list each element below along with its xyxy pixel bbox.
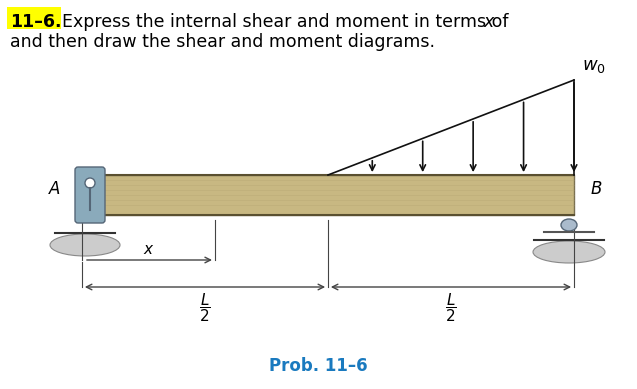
Text: Prob. 11–6: Prob. 11–6 [269, 357, 368, 375]
Text: and then draw the shear and moment diagrams.: and then draw the shear and moment diagr… [10, 33, 435, 51]
Text: $x$: $x$ [143, 242, 154, 257]
Ellipse shape [50, 234, 120, 256]
Text: x: x [483, 13, 493, 31]
FancyBboxPatch shape [7, 7, 61, 29]
Bar [82, 175, 574, 215]
Text: $w_0$: $w_0$ [582, 57, 606, 75]
Text: B: B [591, 180, 603, 198]
Circle shape [85, 178, 95, 188]
Text: A: A [48, 180, 60, 198]
Text: $\dfrac{L}{2}$: $\dfrac{L}{2}$ [199, 291, 211, 324]
Ellipse shape [561, 219, 577, 231]
FancyBboxPatch shape [75, 167, 105, 223]
Ellipse shape [533, 241, 605, 263]
Text: 11–6.: 11–6. [10, 13, 62, 31]
Text: Express the internal shear and moment in terms of: Express the internal shear and moment in… [62, 13, 514, 31]
Text: $\dfrac{L}{2}$: $\dfrac{L}{2}$ [445, 291, 457, 324]
